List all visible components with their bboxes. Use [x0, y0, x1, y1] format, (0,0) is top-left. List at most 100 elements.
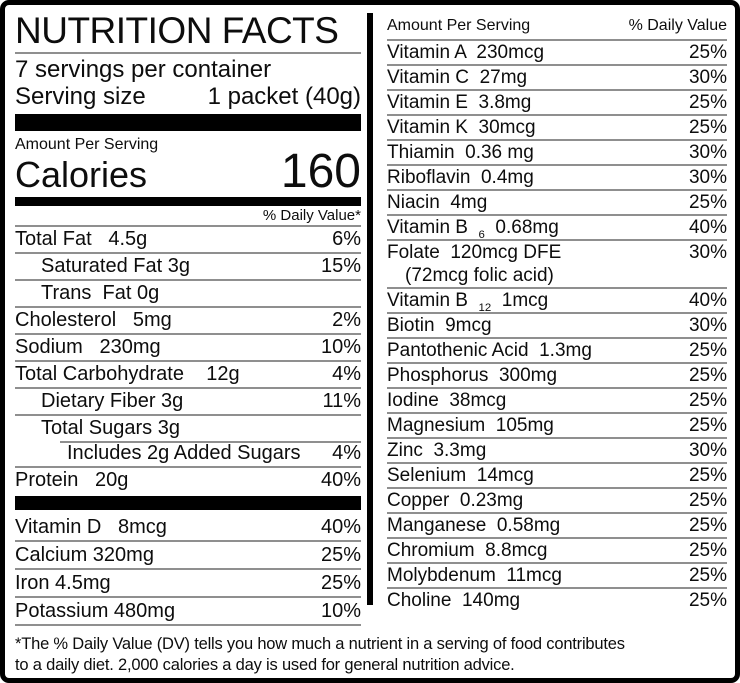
nutrient-label: Iron 4.5mg [15, 572, 111, 594]
daily-value: 4% [332, 363, 361, 385]
nutrient-label: Dietary Fiber 3g [41, 390, 184, 412]
footnote: *The % Daily Value (DV) tells you how mu… [15, 634, 727, 676]
nutrient-label: Zinc 3.3mg [387, 440, 487, 461]
subscript: 6 [478, 228, 485, 241]
nutrient-row: Niacin 4mg 25% [387, 191, 727, 216]
nutrient-row: Total Fat 4.5g 6% [15, 225, 361, 252]
nutrient-row: Pantothenic Acid 1.3mg 25% [387, 339, 727, 364]
nutrient-label: Total Sugars 3g [41, 417, 180, 439]
nutrient-row: Vitamin B 6 0.68mg 40% [387, 216, 727, 241]
daily-value: 25% [688, 340, 727, 361]
daily-value: 30% [688, 242, 727, 263]
nutrient-label: Copper 0.23mg [387, 490, 524, 511]
left-column: NUTRITION FACTS 7 servings per container… [15, 11, 361, 626]
daily-value: 25% [688, 415, 727, 436]
daily-value: 25% [320, 544, 361, 566]
nutrient-row: Dietary Fiber 3g 11% [15, 387, 361, 414]
column-divider [367, 13, 373, 605]
nutrient-row: Potassium 480mg 10% [15, 598, 361, 626]
nutrient-row: Calcium 320mg 25% [15, 542, 361, 570]
nutrient-row: Includes 2g Added Sugars 4% [15, 441, 361, 466]
nutrient-row: Iodine 38mcg 25% [387, 389, 727, 414]
daily-value: 30% [688, 67, 727, 88]
nutrient-label: Saturated Fat 3g [41, 255, 190, 277]
serving-size-row: Serving size 1 packet (40g) [15, 84, 361, 114]
nutrient-row: Chromium 8.8mcg 25% [387, 539, 727, 564]
nutrient-row: Vitamin C 27mg 30% [387, 66, 727, 91]
nutrient-label: Vitamin E 3.8mg [387, 92, 532, 113]
nutrient-label: Thiamin 0.36 mg [387, 142, 534, 163]
nutrient-label: Niacin 4mg [387, 192, 488, 213]
nutrient-label: Selenium 14mcg [387, 465, 534, 486]
nutrient-label: Vitamin B 12 1mcg [387, 290, 549, 314]
mid-divider-bar [15, 496, 361, 510]
nutrient-label: Vitamin C 27mg [387, 67, 528, 88]
nutrient-row: Magnesium 105mg 25% [387, 414, 727, 439]
daily-value: 25% [688, 465, 727, 486]
footnote-line-2: to a daily diet. 2,000 calories a day is… [15, 656, 515, 674]
nutrient-table-left: Total Fat 4.5g 6% Saturated Fat 3g 15% Trans… [15, 225, 361, 493]
calories-row: Calories 160 [15, 145, 361, 198]
nutrient-row: Choline 140mg 25% [387, 589, 727, 612]
daily-value: 25% [688, 117, 727, 138]
nutrient-row: Vitamin A 230mcg 25% [387, 41, 727, 66]
nutrient-row: Biotin 9mcg 30% [387, 314, 727, 339]
daily-value: 40% [320, 516, 361, 538]
daily-value-note: % Daily Value* [262, 207, 361, 224]
nutrient-row: Saturated Fat 3g 15% [15, 252, 361, 279]
nutrient-label: Vitamin K 30mcg [387, 117, 536, 138]
nutrient-label: Molybdenum 11mcg [387, 565, 562, 586]
nutrient-label: Total Fat 4.5g [15, 228, 148, 250]
nutrient-label: Biotin 9mcg [387, 315, 492, 336]
daily-value: 6% [332, 228, 361, 250]
daily-value: 40% [320, 469, 361, 491]
nutrient-row: Trans Fat 0g [15, 279, 361, 306]
nutrient-row: Vitamin D 8mcg 40% [15, 514, 361, 542]
nutrient-row: Molybdenum 11mcg 25% [387, 564, 727, 589]
daily-value: 25% [320, 572, 361, 594]
nutrient-row: Manganese 0.58mg 25% [387, 514, 727, 539]
nutrient-label: Iodine 38mcg [387, 390, 507, 411]
right-column-header: Amount Per Serving % Daily Value [387, 13, 727, 41]
daily-value: 25% [688, 490, 727, 511]
serving-size-label: Serving size [15, 83, 146, 110]
daily-value: 10% [320, 600, 361, 622]
nutrient-row: Total Carbohydrate 12g 4% [15, 360, 361, 387]
thin-divider-bar [15, 197, 361, 206]
nutrient-label: Potassium 480mg [15, 600, 176, 622]
daily-value: 30% [688, 167, 727, 188]
nutrient-row: Zinc 3.3mg 30% [387, 439, 727, 464]
calories-label: Calories [15, 154, 148, 195]
thick-divider-bar [15, 114, 361, 131]
nutrient-label: Vitamin A 230mcg [387, 42, 545, 63]
amount-per-serving-label: Amount Per Serving [15, 136, 159, 153]
nutrient-label: Includes 2g Added Sugars [67, 442, 301, 464]
nutrient-label: Chromium 8.8mcg [387, 540, 548, 561]
daily-value: 25% [688, 565, 727, 586]
nutrient-row: Vitamin K 30mcg 25% [387, 116, 727, 141]
nutrient-row: Iron 4.5mg 25% [15, 570, 361, 598]
nutrient-row: Vitamin B 12 1mcg 40% [387, 289, 727, 314]
daily-value: 25% [688, 192, 727, 213]
nutrient-label-continued: (72mcg folic acid) [405, 265, 554, 286]
daily-value: 4% [332, 442, 361, 464]
nutrient-row: Riboflavin 0.4mg 30% [387, 166, 727, 191]
nutrient-label: Folate 120mcg DFE [387, 242, 562, 263]
daily-value: 30% [688, 315, 727, 336]
nutrient-label: Sodium 230mg [15, 336, 161, 358]
nutrient-label: Protein 20g [15, 469, 129, 491]
subscript: 12 [478, 301, 492, 314]
nutrient-table-right: Vitamin A 230mcg 25% Vitamin C 27mg 30% Vita… [387, 41, 727, 612]
daily-value: 25% [688, 42, 727, 63]
nutrition-facts-title: NUTRITION FACTS [15, 11, 361, 54]
calories-value: 160 [280, 145, 361, 198]
nutrient-label: Choline 140mg [387, 590, 521, 611]
nutrient-row: Phosphorus 300mg 25% [387, 364, 727, 389]
nutrient-label: Phosphorus 300mg [387, 365, 558, 386]
nutrient-row: Sodium 230mg 10% [15, 333, 361, 360]
nutrient-label: Cholesterol 5mg [15, 309, 172, 331]
nutrient-label: Pantothenic Acid 1.3mg [387, 340, 592, 361]
daily-value: 25% [688, 590, 727, 611]
serving-size-value: 1 packet (40g) [207, 83, 361, 110]
